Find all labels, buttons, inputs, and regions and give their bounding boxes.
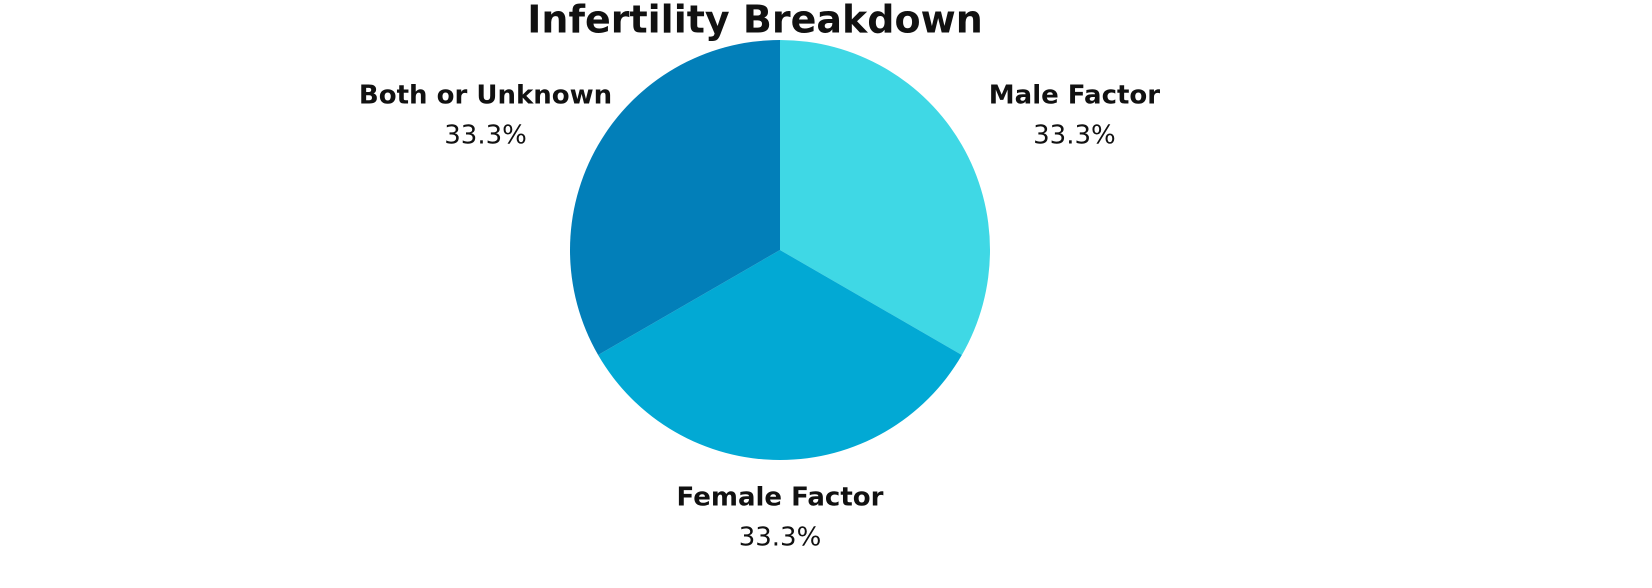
- chart-title: Infertility Breakdown: [527, 0, 983, 42]
- slice-label: Male Factor: [989, 81, 1161, 111]
- slice-label: Female Factor: [677, 483, 884, 513]
- slice-value: 33.3%: [1033, 121, 1116, 151]
- pie-slice: [780, 40, 991, 355]
- pie-slice: [570, 40, 780, 355]
- slice-value: 33.3%: [739, 523, 822, 553]
- slice-label: Both or Unknown: [359, 81, 612, 111]
- slice-value: 33.3%: [444, 121, 527, 151]
